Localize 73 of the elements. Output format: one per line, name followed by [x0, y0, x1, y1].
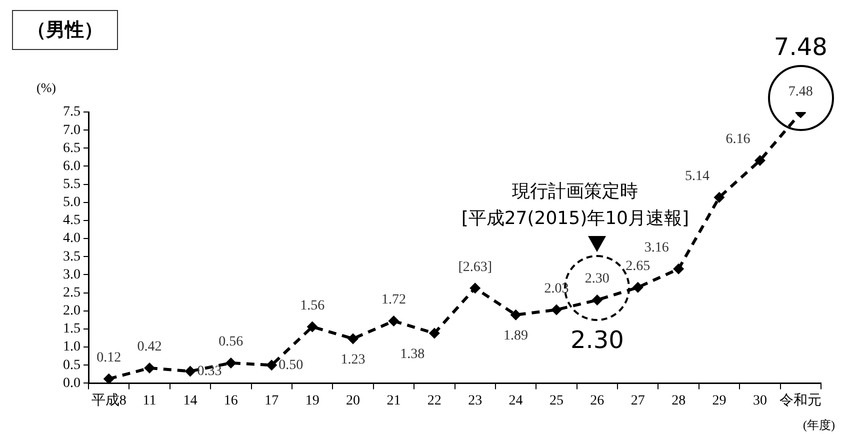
x-tick-label: 19 — [305, 393, 320, 408]
x-tick-label: 11 — [142, 393, 156, 408]
x-tick-label: 16 — [224, 393, 238, 408]
y-tick-label: 7.5 — [63, 104, 80, 120]
x-tick-label: 20 — [346, 393, 360, 408]
y-tick-label: 2.0 — [63, 304, 80, 319]
data-label: 0.50 — [278, 358, 304, 373]
x-tick-label: 26 — [590, 393, 604, 408]
data-label: [2.63] — [458, 260, 492, 275]
x-tick-label: 22 — [427, 393, 442, 408]
point — [592, 294, 603, 306]
y-tick-label: 6.0 — [63, 158, 80, 174]
annotation: 2.30 — [569, 326, 625, 354]
x-tick-label: 14 — [183, 393, 198, 408]
x-tick-label: 17 — [264, 393, 279, 408]
y-tick-label: 5.5 — [63, 176, 80, 192]
point — [714, 192, 725, 203]
point — [754, 154, 766, 166]
point — [184, 366, 196, 377]
data-label: 1.89 — [504, 328, 528, 344]
y-axis-title: (%) — [36, 80, 56, 96]
data-label: 6.16 — [726, 132, 750, 148]
data-label: 0.42 — [137, 340, 162, 355]
chart-title: （男性） — [12, 10, 118, 50]
point — [673, 263, 684, 274]
y-tick-label: 3.0 — [63, 267, 80, 282]
y-tick-label: 0.5 — [63, 358, 80, 373]
data-label: 1.56 — [300, 298, 325, 314]
y-tick-label: 1.0 — [63, 340, 80, 355]
data-label: 2.30 — [584, 272, 610, 287]
point — [306, 321, 318, 332]
x-tick-label: 21 — [386, 393, 401, 408]
data-label: 0.56 — [218, 334, 244, 350]
x-tick-label: 29 — [712, 393, 726, 408]
y-tick-label: 4.5 — [63, 213, 80, 228]
y-tick-label: 3.5 — [63, 249, 80, 264]
data-label: 2.03 — [544, 281, 569, 296]
data-label: 1.38 — [400, 346, 425, 362]
data-label: 3.16 — [644, 240, 669, 256]
point — [428, 328, 440, 339]
data-label: 0.33 — [197, 364, 222, 379]
y-tick-label: 4.0 — [63, 231, 80, 246]
y-tick-label: 6.5 — [63, 140, 80, 156]
point — [470, 282, 481, 294]
point — [510, 309, 522, 320]
y-tick-label: 7.0 — [63, 122, 80, 138]
x-tick-label: 27 — [630, 393, 645, 408]
point — [266, 360, 278, 371]
data-label: 1.23 — [340, 352, 366, 368]
y-tick-label: 0.0 — [63, 376, 80, 391]
x-tick-label: 30 — [752, 393, 767, 408]
data-label: 2.65 — [626, 259, 650, 274]
point — [632, 282, 644, 293]
y-tick-label: 2.5 — [63, 285, 80, 300]
point — [103, 373, 114, 384]
x-tick-label: 24 — [508, 393, 523, 408]
point — [388, 316, 400, 327]
point — [550, 304, 562, 316]
data-label: 7.48 — [788, 84, 813, 100]
annotation: 7.48 — [772, 32, 828, 61]
point — [348, 333, 359, 344]
point — [225, 357, 236, 368]
x-tick-label: 28 — [672, 393, 686, 408]
y-tick-label: 1.5 — [63, 322, 80, 337]
data-label: 1.72 — [381, 292, 406, 308]
x-axis-title: (年度) — [803, 417, 835, 434]
data-label: 0.12 — [96, 350, 122, 366]
x-tick-label: 23 — [468, 393, 482, 408]
x-tick-label: 25 — [549, 393, 564, 408]
y-tick-label: 5.0 — [63, 195, 80, 210]
x-tick-label: 令和元 — [780, 392, 822, 408]
x-tick-label: 平成8 — [91, 392, 126, 408]
point — [144, 362, 156, 374]
